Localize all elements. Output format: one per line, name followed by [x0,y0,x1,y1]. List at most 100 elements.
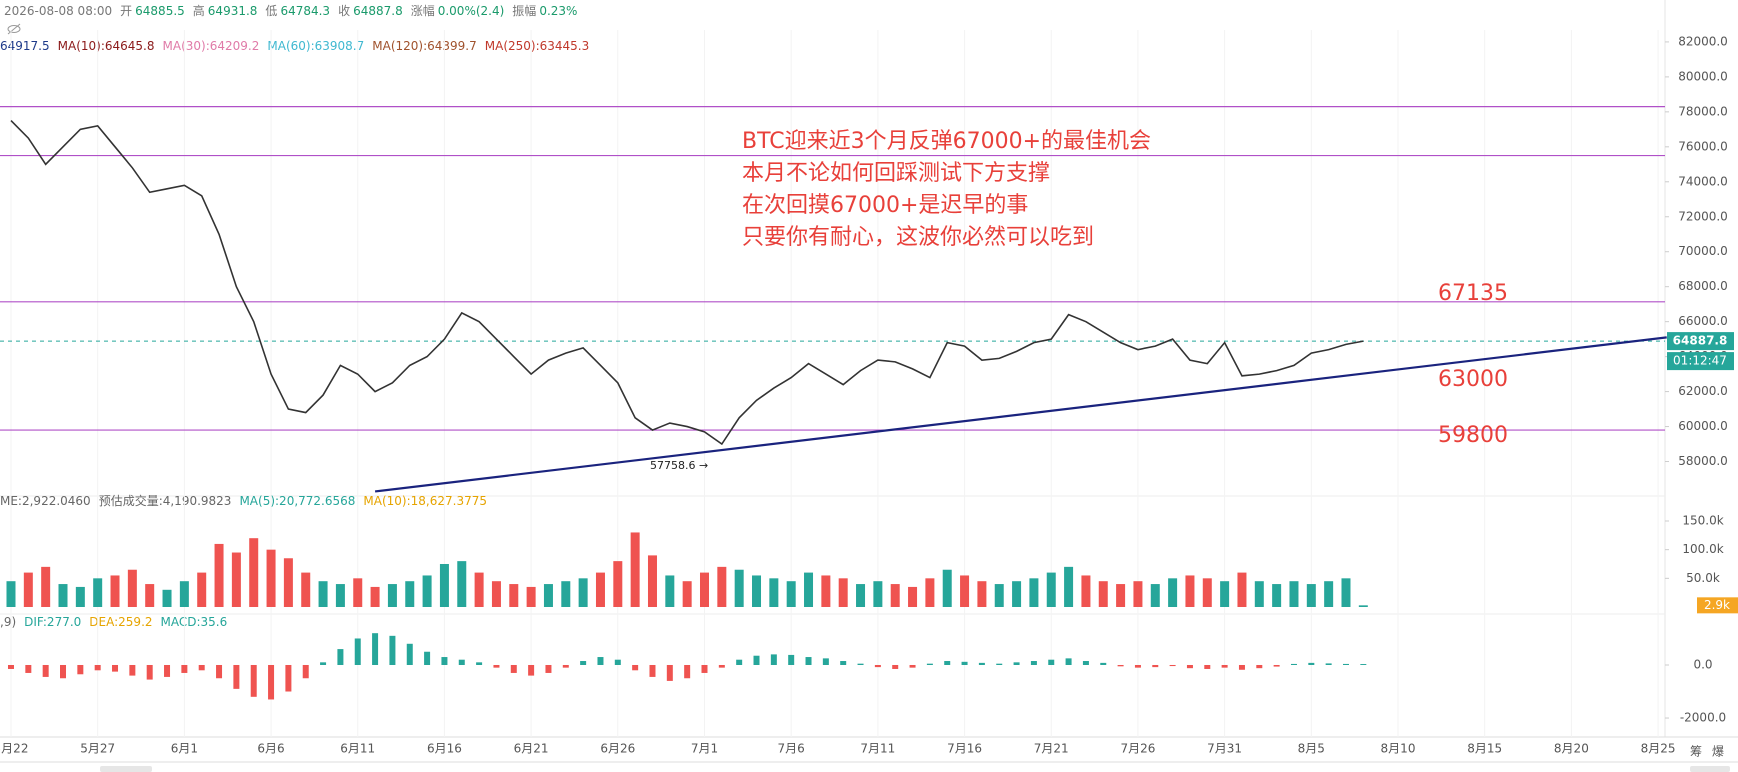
volume-bar [1116,584,1126,607]
macd-bar [1221,664,1228,668]
y-tick-label: 100.0k [1682,542,1723,556]
volume-bar [318,581,328,607]
macd-bar [112,664,119,672]
low-label: 57758.6 → [650,459,708,472]
price-tag-label: 64887.8 [1673,334,1728,348]
header-value: 0.23% [539,4,577,18]
toolbar-button[interactable] [1690,766,1730,772]
macd-bar [42,664,49,677]
header-value: 0.00%(2.4) [438,4,505,18]
x-tick-label: 7月1 [691,742,718,756]
volume-bar [821,575,831,607]
x-tick-label: 6月21 [514,742,549,756]
x-tick-label: 8月5 [1298,742,1325,756]
volume-bar [387,584,397,607]
macd-bar [528,664,535,676]
macd-bar [268,664,275,700]
macd-bar [441,657,448,665]
volume-bar [1341,578,1351,607]
volume-bar [942,569,952,607]
volume-bar [283,558,293,607]
level-label: 59800 [1438,423,1508,448]
countdown-label: 01:12:47 [1673,354,1727,368]
x-tick-label: 8月25 [1641,742,1676,756]
volume-bar [1046,572,1056,607]
annotation: 本月不论如何回踩测试下方支撑 [742,161,1050,186]
legend-item: MA(60):63908.7 [267,39,364,53]
toolbar-item[interactable]: 爆 [1712,745,1724,759]
volume-bar [908,586,918,607]
macd-bar [146,664,153,680]
header-value: 64885.5 [135,4,185,18]
macd-bar [1152,664,1159,668]
macd-bar [320,662,327,665]
volume-bar [630,532,640,607]
volume-bar [249,538,259,607]
macd-bar [545,664,552,673]
volume-bar [58,584,68,607]
volume-bar [682,581,692,607]
macd-bar [1308,662,1315,665]
macd-bar [649,664,656,677]
macd-bar [1065,658,1072,665]
legend-item: 预估成交量:4,190.9823 [99,493,232,508]
macd-bar [1117,664,1124,667]
volume-bar [526,586,536,607]
macd-bar [1273,664,1280,667]
macd-bar [285,664,292,692]
y-tick-label: 58000.0 [1678,454,1728,468]
macd-bar [1360,664,1367,665]
volume-bar [197,572,207,607]
annotation: 在次回摸67000+是迟早的事 [742,193,1028,218]
volume-bar [162,589,172,607]
volume-bar [543,584,553,607]
y-tick-label: 82000.0 [1678,34,1728,48]
toolbar-button[interactable] [100,766,152,772]
volume-bar [561,581,571,607]
legend-item: MA(5):20,772.6568 [239,494,355,508]
y-tick-label: 62000.0 [1678,384,1728,398]
volume-bar [1098,581,1108,607]
macd-bar [753,655,760,665]
volume-bar [613,561,623,607]
toolbar-item[interactable]: 筹 [1690,745,1702,759]
annotation: 只要你有耐心，这波你必然可以吃到 [742,225,1094,250]
volume-bar [1168,578,1178,607]
macd-bar [406,643,413,665]
x-tick-label: 7月31 [1207,742,1242,756]
header-label: 涨幅 [411,3,435,18]
macd-bar [961,661,968,665]
volume-bar [856,584,866,607]
macd-bar [614,659,621,665]
y-tick-label: 80000.0 [1678,69,1728,83]
volume-bar [977,581,987,607]
legend-item: MA(30):64209.2 [163,39,260,53]
volume-bar [474,572,484,607]
y-tick-label: 68000.0 [1678,279,1728,293]
volume-bar [1150,584,1160,607]
macd-bar [1256,664,1263,669]
macd-bar [805,657,812,665]
y-tick-label: 70000.0 [1678,244,1728,258]
volume-bar [93,578,103,607]
macd-bar [944,661,951,665]
volume-bar [699,572,709,607]
y-tick-label: 78000.0 [1678,104,1728,118]
legend-item: MACD:35.6 [161,615,228,629]
header-label: 开 [120,4,132,18]
macd-bar [874,664,881,668]
volume-bar [1202,578,1212,607]
volume-bar [23,572,33,607]
x-tick-label: 7月21 [1034,742,1069,756]
legend-item: MA(10):64645.8 [58,39,155,53]
volume-bar [6,581,16,607]
volume-bar [422,575,432,607]
volume-bar [405,581,415,607]
eye-icon[interactable] [7,23,21,35]
volume-bar [1081,575,1091,607]
macd-bar [597,657,604,665]
legend-item: DEA:259.2 [89,615,152,629]
macd-bar [389,635,396,665]
macd-bar [1048,659,1055,665]
